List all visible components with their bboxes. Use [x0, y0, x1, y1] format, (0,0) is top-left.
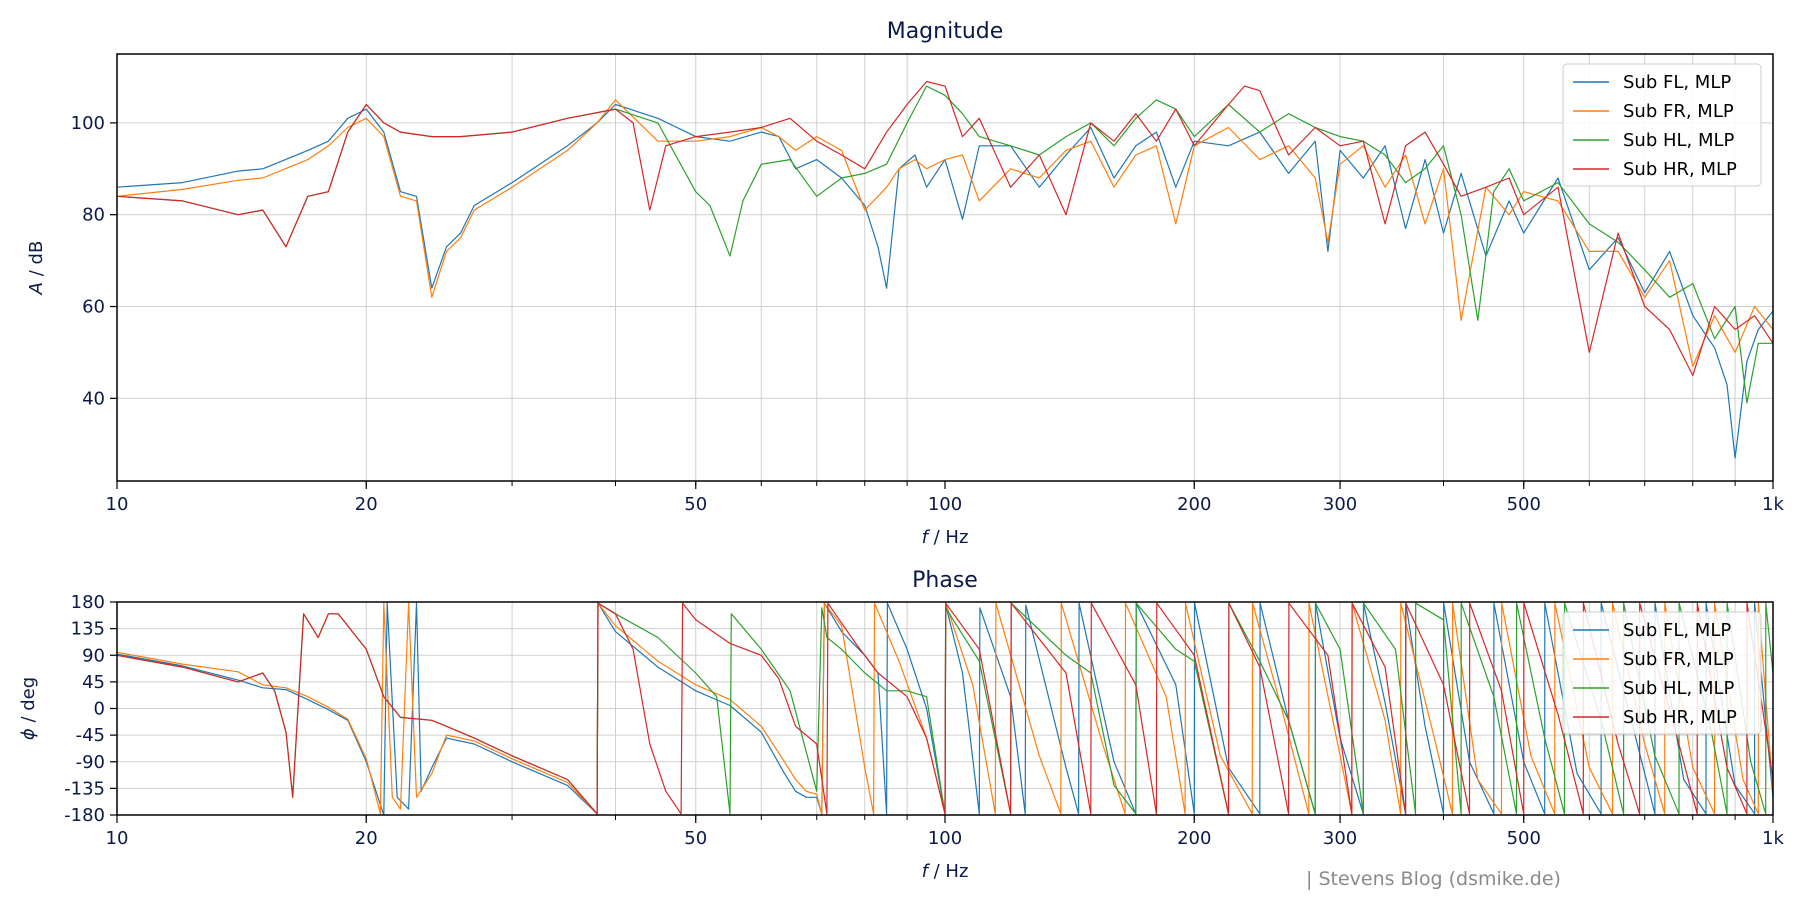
magnitude-ytick-label: 80: [82, 205, 105, 226]
magnitude-xtick-label: 300: [1323, 494, 1357, 515]
magnitude-ylabel-unit: / dB: [26, 241, 47, 282]
magnitude-series-hr-line: [117, 80, 1773, 376]
magnitude-xtick-label: 500: [1507, 494, 1541, 515]
magnitude-legend-box: [1562, 63, 1762, 187]
magnitude-series-fl-line: [117, 103, 1773, 459]
magnitude-xtick-label: 1k: [1762, 494, 1784, 515]
phase-ytick-label: 90: [82, 645, 105, 666]
magnitude-series-hl-line: [117, 85, 1773, 404]
phase-xlabel: f / Hz: [922, 861, 969, 882]
magnitude-legend-label-hl: Sub HL, MLP: [1623, 130, 1735, 151]
magnitude-ytick-label: 40: [82, 388, 105, 409]
phase-xtick-label: 1k: [1762, 828, 1784, 849]
phase-ytick-label: -180: [64, 805, 105, 826]
magnitude-xlabel: f / Hz: [922, 527, 969, 548]
magnitude-ytick-label: 60: [82, 297, 105, 318]
phase-legend-label-hl: Sub HL, MLP: [1623, 678, 1735, 699]
phase-xtick-label: 10: [106, 828, 129, 849]
phase-legend-label-fl: Sub FL, MLP: [1623, 620, 1731, 641]
phase-xtick-label: 100: [928, 828, 962, 849]
magnitude-ylabel: A / dB: [26, 241, 47, 296]
phase-xtick-label: 200: [1177, 828, 1211, 849]
magnitude-series-fr-line: [117, 99, 1773, 367]
magnitude-axes-frame: [116, 53, 1774, 482]
magnitude-xtick-label: 50: [684, 494, 707, 515]
magnitude-xlabel-unit: / Hz: [928, 527, 969, 548]
phase-series-fr-line: [117, 602, 1773, 815]
phase-ytick-label: 0: [94, 699, 105, 720]
phase-xtick-label: 300: [1323, 828, 1357, 849]
magnitude-xlabel-var: f: [922, 527, 931, 548]
phase-legend-box: [1562, 611, 1762, 735]
phase-ylabel-unit: / deg: [18, 677, 39, 728]
phase-ylabel-var: ϕ: [18, 728, 39, 740]
phase-ytick-label: 135: [71, 619, 105, 640]
magnitude-xtick-label: 20: [355, 494, 378, 515]
phase-legend-label-hr: Sub HR, MLP: [1623, 707, 1737, 728]
phase-legend-label-fr: Sub FR, MLP: [1623, 649, 1734, 670]
magnitude-ytick-label: 100: [71, 113, 105, 134]
magnitude-xtick-label: 100: [928, 494, 962, 515]
phase-legend: Sub FL, MLP Sub FR, MLP Sub HL, MLP Sub HR,…: [1562, 611, 1762, 735]
phase-ylabel: ϕ / deg: [18, 677, 39, 740]
phase-ytick-label: 45: [82, 672, 105, 693]
magnitude-series-group: [117, 80, 1773, 459]
phase-ytick-label: -90: [76, 752, 105, 773]
phase-xtick-label: 50: [684, 828, 707, 849]
magnitude-panel: 10 20 50 100 200 300 500 1k 40 60 80 100 Magnitude f …: [26, 19, 1785, 548]
phase-xtick-label: 500: [1507, 828, 1541, 849]
magnitude-ylabel-var: A: [26, 282, 47, 295]
magnitude-title: Magnitude: [887, 19, 1004, 44]
phase-panel: 10 20 50 100 200 300 500 1k 180 135 90 45 0 -45 -90 -13…: [18, 568, 1785, 882]
phase-xlabel-var: f: [922, 861, 931, 882]
phase-ytick-label: 180: [71, 592, 105, 613]
phase-series-group: [117, 602, 1773, 815]
magnitude-xtick-label: 10: [106, 494, 129, 515]
phase-series-hr-line: [117, 602, 1773, 815]
magnitude-xtick-label: 200: [1177, 494, 1211, 515]
phase-title: Phase: [912, 568, 978, 593]
phase-ytick-label: -45: [76, 725, 105, 746]
magnitude-legend: Sub FL, MLP Sub FR, MLP Sub HL, MLP Sub HR,…: [1562, 63, 1762, 187]
phase-xtick-label: 20: [355, 828, 378, 849]
magnitude-legend-label-fl: Sub FL, MLP: [1623, 72, 1731, 93]
phase-ytick-label: -135: [64, 778, 105, 799]
magnitude-legend-label-hr: Sub HR, MLP: [1623, 159, 1737, 180]
magnitude-legend-label-fr: Sub FR, MLP: [1623, 101, 1734, 122]
phase-xlabel-unit: / Hz: [928, 861, 969, 882]
